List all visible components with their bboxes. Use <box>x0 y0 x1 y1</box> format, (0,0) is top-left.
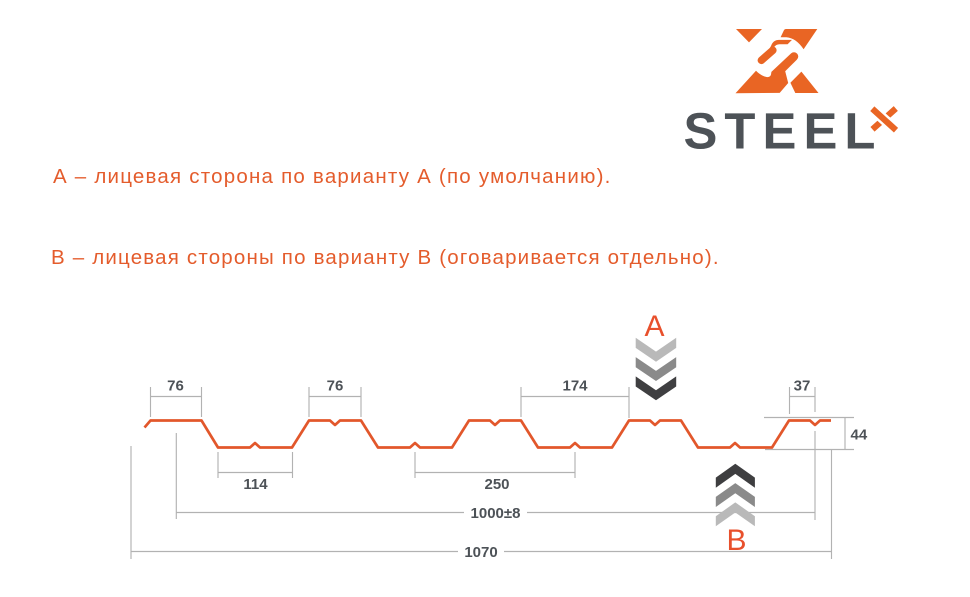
svg-text:37: 37 <box>794 378 811 395</box>
svg-text:В – лицевая стороны по вариант: В – лицевая стороны по варианту В (огова… <box>51 246 720 269</box>
svg-text:114: 114 <box>243 476 268 493</box>
svg-text:A: A <box>644 310 664 343</box>
svg-text:STEEL: STEEL <box>684 102 883 159</box>
svg-text:B: B <box>726 524 746 557</box>
svg-text:76: 76 <box>167 378 184 395</box>
svg-text:76: 76 <box>327 378 344 395</box>
svg-text:1070: 1070 <box>464 544 497 561</box>
svg-text:А – лицевая сторона по вариант: А – лицевая сторона по варианту А (по ум… <box>53 165 612 188</box>
svg-text:44: 44 <box>851 427 868 444</box>
svg-text:250: 250 <box>484 476 509 493</box>
svg-text:174: 174 <box>562 378 588 395</box>
svg-text:1000±8: 1000±8 <box>471 505 521 522</box>
